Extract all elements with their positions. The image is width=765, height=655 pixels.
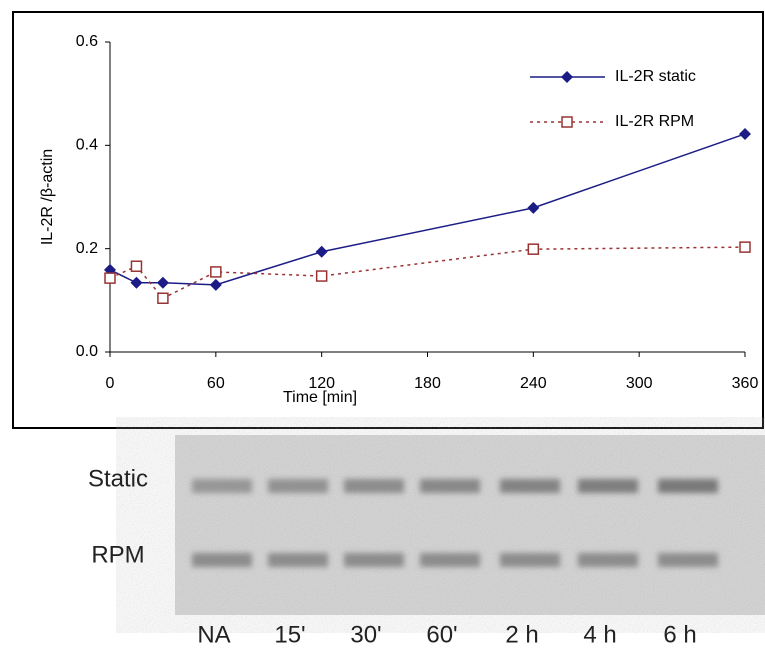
gel-lane-label: 30' [350,621,381,648]
band [658,479,718,493]
legend-label: IL-2R RPM [615,113,694,130]
point [210,266,222,278]
point [739,241,751,253]
point [315,245,328,258]
point [156,276,169,289]
gel [175,435,765,615]
legend-label: IL-2R static [615,68,696,85]
x-tick-label: 120 [308,375,335,392]
legend-marker [561,71,573,83]
band [344,553,404,567]
gel-lane-label: NA [197,621,230,648]
gel-lane-label: 60' [426,621,457,648]
band [420,479,480,493]
gel-lane-label: 4 h [583,621,616,648]
point [315,270,328,282]
y-tick-label: 0.2 [76,240,98,257]
point [739,127,751,140]
band [578,553,638,567]
gel-lane-label: 2 h [505,621,538,648]
band [192,553,252,567]
x-tick-label: 300 [626,375,653,392]
band [420,553,480,567]
band [192,479,252,493]
x-tick-label: 360 [732,375,759,392]
x-tick-label: 60 [207,375,225,392]
gel-row-label: Static [88,465,148,492]
band [268,479,328,493]
gel-lane-label: 6 h [663,621,696,648]
band [500,553,560,567]
band [578,479,638,493]
x-axis-label: Time [min] [283,389,357,406]
band [500,479,560,493]
point [527,243,540,255]
bands [192,479,718,567]
x-tick-label: 180 [414,375,441,392]
point [209,278,222,291]
y-tick-label: 0.4 [76,137,98,154]
point [130,276,143,289]
x-tick-label: 0 [106,375,115,392]
point [104,272,116,284]
y-tick-label: 0.0 [76,343,98,360]
x-tick-label: 240 [520,375,547,392]
y-tick-label: 0.6 [76,33,98,50]
gel-lane-label: 15' [274,621,305,648]
point [130,260,143,272]
chart-frame [12,11,764,429]
legend-marker [561,116,573,128]
point [157,292,169,305]
gel-noise [175,435,765,615]
band [658,553,718,567]
y-axis-label: IL-2R /β-actin [39,149,56,245]
band [344,479,404,493]
point [527,201,540,214]
band [268,553,328,567]
gel-row-label: RPM [91,541,144,568]
